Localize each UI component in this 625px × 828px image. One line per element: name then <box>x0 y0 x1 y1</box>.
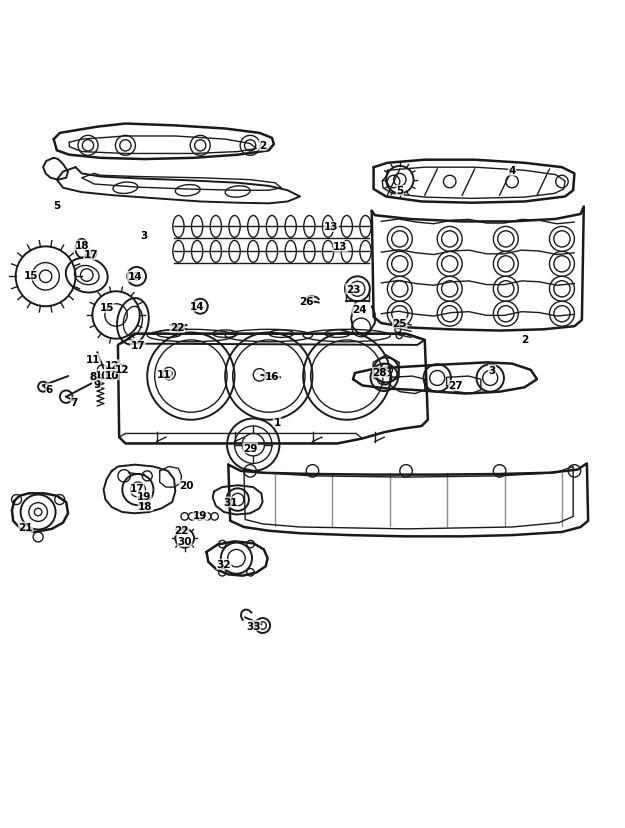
Text: 3: 3 <box>489 365 496 375</box>
Text: 15: 15 <box>99 303 114 313</box>
Text: 18: 18 <box>138 501 152 511</box>
Text: 1: 1 <box>273 417 281 427</box>
Circle shape <box>388 176 400 189</box>
Text: 7: 7 <box>71 397 78 407</box>
Text: 23: 23 <box>346 285 360 295</box>
Text: 8: 8 <box>89 372 97 382</box>
Text: 12: 12 <box>115 364 129 374</box>
Text: 22: 22 <box>174 526 189 536</box>
Text: 2: 2 <box>259 142 266 152</box>
Text: 3: 3 <box>141 230 148 240</box>
Text: 28: 28 <box>372 368 387 378</box>
Text: 16: 16 <box>265 372 279 382</box>
Text: 25: 25 <box>392 319 407 329</box>
Text: 24: 24 <box>352 305 367 315</box>
Text: 13: 13 <box>333 242 348 252</box>
Text: 2: 2 <box>521 335 528 344</box>
Text: 31: 31 <box>223 498 238 508</box>
Text: 9: 9 <box>94 379 101 389</box>
Text: 32: 32 <box>217 560 231 570</box>
Text: 17: 17 <box>131 340 145 350</box>
Circle shape <box>107 371 116 380</box>
Text: 17: 17 <box>84 250 98 260</box>
Text: 19: 19 <box>137 491 151 501</box>
Text: 29: 29 <box>243 443 258 453</box>
Text: 33: 33 <box>246 621 261 631</box>
Text: 10: 10 <box>104 370 119 380</box>
Circle shape <box>556 176 568 189</box>
Text: 14: 14 <box>127 272 142 282</box>
Text: 6: 6 <box>46 384 53 394</box>
Text: 22: 22 <box>170 323 184 333</box>
Text: 27: 27 <box>449 381 463 391</box>
Text: 20: 20 <box>179 480 194 491</box>
Text: 30: 30 <box>177 537 192 546</box>
Circle shape <box>117 365 126 373</box>
Text: 11: 11 <box>157 370 171 380</box>
Text: 11: 11 <box>86 354 100 364</box>
Circle shape <box>444 176 456 189</box>
Text: 5: 5 <box>396 186 403 196</box>
Text: 15: 15 <box>23 271 38 281</box>
Text: 5: 5 <box>53 200 61 210</box>
Text: 10: 10 <box>94 370 109 380</box>
Text: 21: 21 <box>18 522 33 532</box>
Text: 26: 26 <box>299 297 314 307</box>
Text: 18: 18 <box>74 241 89 251</box>
Text: 12: 12 <box>104 360 119 370</box>
Text: 4: 4 <box>508 166 516 176</box>
Circle shape <box>506 176 518 189</box>
Text: 17: 17 <box>129 484 144 493</box>
Text: 19: 19 <box>193 511 208 521</box>
Text: 14: 14 <box>190 302 204 312</box>
Text: 13: 13 <box>324 222 339 232</box>
